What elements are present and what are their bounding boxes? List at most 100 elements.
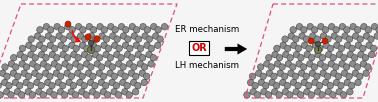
Circle shape <box>272 51 278 58</box>
Circle shape <box>314 46 322 54</box>
Circle shape <box>73 45 79 52</box>
Circle shape <box>6 82 12 89</box>
Circle shape <box>276 54 283 61</box>
Circle shape <box>103 51 109 58</box>
Circle shape <box>336 51 343 58</box>
Circle shape <box>301 27 307 33</box>
Circle shape <box>124 51 131 58</box>
Circle shape <box>277 70 284 76</box>
Circle shape <box>317 45 323 52</box>
Circle shape <box>4 73 10 80</box>
Circle shape <box>105 61 112 67</box>
Circle shape <box>83 92 90 98</box>
Circle shape <box>72 92 79 98</box>
Circle shape <box>355 27 361 33</box>
Circle shape <box>357 73 363 80</box>
Circle shape <box>60 36 67 42</box>
Circle shape <box>87 79 94 86</box>
Circle shape <box>86 23 93 30</box>
Circle shape <box>26 42 32 49</box>
Circle shape <box>144 27 150 33</box>
Circle shape <box>37 27 43 33</box>
Circle shape <box>355 79 361 86</box>
Circle shape <box>322 38 328 44</box>
Circle shape <box>146 36 153 42</box>
Circle shape <box>94 45 101 52</box>
Circle shape <box>25 89 31 95</box>
Circle shape <box>2 64 8 70</box>
Circle shape <box>344 27 350 33</box>
Circle shape <box>312 79 318 86</box>
Circle shape <box>290 79 297 86</box>
Circle shape <box>322 27 328 33</box>
Circle shape <box>81 82 87 89</box>
Circle shape <box>81 51 88 58</box>
Circle shape <box>265 92 272 98</box>
Circle shape <box>285 61 291 67</box>
Circle shape <box>299 33 305 39</box>
Circle shape <box>10 70 17 76</box>
Circle shape <box>79 89 85 95</box>
Circle shape <box>327 45 334 52</box>
Circle shape <box>75 70 81 76</box>
Circle shape <box>131 33 138 39</box>
Circle shape <box>129 23 136 30</box>
Circle shape <box>307 61 313 67</box>
Circle shape <box>120 33 127 39</box>
Circle shape <box>146 51 152 58</box>
Circle shape <box>21 70 28 76</box>
Circle shape <box>25 73 32 80</box>
Circle shape <box>331 33 338 39</box>
Circle shape <box>361 23 367 30</box>
Circle shape <box>90 73 96 80</box>
Circle shape <box>84 45 90 52</box>
Circle shape <box>304 51 310 58</box>
Circle shape <box>90 89 96 95</box>
Circle shape <box>161 23 168 30</box>
Circle shape <box>318 23 324 30</box>
Circle shape <box>50 36 56 42</box>
Circle shape <box>292 73 299 80</box>
Circle shape <box>116 45 122 52</box>
Circle shape <box>12 64 19 70</box>
Circle shape <box>312 42 319 49</box>
Circle shape <box>88 40 94 46</box>
Circle shape <box>92 36 99 42</box>
Circle shape <box>23 79 29 86</box>
Circle shape <box>64 54 71 61</box>
Circle shape <box>344 79 350 86</box>
Circle shape <box>150 54 156 61</box>
Circle shape <box>331 70 337 76</box>
Circle shape <box>282 89 289 95</box>
Circle shape <box>107 70 113 76</box>
Circle shape <box>311 27 318 33</box>
Circle shape <box>54 23 60 30</box>
Circle shape <box>328 23 335 30</box>
Circle shape <box>3 89 10 95</box>
Circle shape <box>365 64 371 70</box>
Circle shape <box>137 45 144 52</box>
Circle shape <box>114 51 120 58</box>
Circle shape <box>21 54 28 61</box>
Circle shape <box>282 73 288 80</box>
Circle shape <box>77 79 83 86</box>
Circle shape <box>295 45 302 52</box>
Circle shape <box>315 51 321 58</box>
Circle shape <box>40 61 47 67</box>
Circle shape <box>69 42 75 49</box>
Circle shape <box>268 64 274 70</box>
Circle shape <box>73 61 79 67</box>
Circle shape <box>252 82 258 89</box>
Circle shape <box>143 73 150 80</box>
Circle shape <box>144 42 150 49</box>
Circle shape <box>34 64 40 70</box>
Circle shape <box>157 36 163 42</box>
Circle shape <box>71 36 77 42</box>
Circle shape <box>320 70 327 76</box>
Circle shape <box>293 51 300 58</box>
Circle shape <box>62 45 69 52</box>
Circle shape <box>291 42 297 49</box>
Circle shape <box>115 92 122 98</box>
Circle shape <box>87 46 94 54</box>
Circle shape <box>96 70 102 76</box>
